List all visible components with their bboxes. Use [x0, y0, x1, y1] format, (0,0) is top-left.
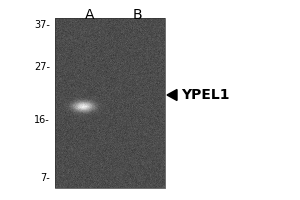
Text: 16-: 16-	[34, 115, 50, 125]
Text: 37-: 37-	[34, 20, 50, 30]
Polygon shape	[167, 90, 177, 100]
Text: 27-: 27-	[34, 62, 50, 72]
Text: A: A	[85, 8, 95, 22]
Text: YPEL1: YPEL1	[181, 88, 230, 102]
Text: 7-: 7-	[40, 173, 50, 183]
Bar	[55, 18, 165, 188]
Text: B: B	[132, 8, 142, 22]
